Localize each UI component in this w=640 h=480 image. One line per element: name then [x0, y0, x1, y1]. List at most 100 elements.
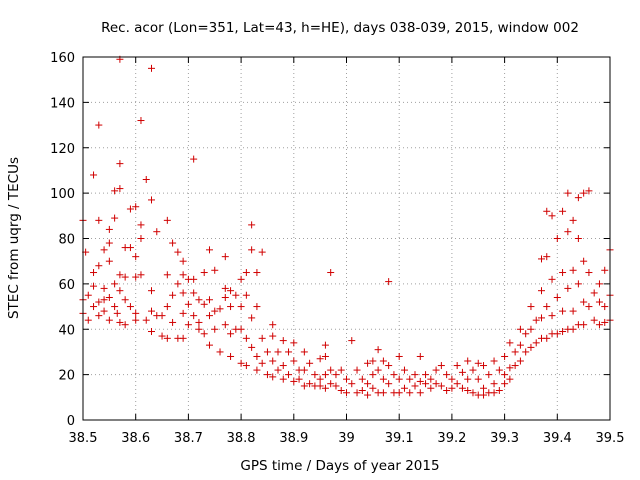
data-point	[364, 380, 372, 388]
data-point	[100, 296, 108, 304]
data-point	[537, 314, 545, 322]
data-point	[585, 269, 593, 277]
data-point	[279, 375, 287, 383]
data-point	[95, 121, 103, 129]
data-point	[242, 362, 250, 370]
data-point	[559, 207, 567, 215]
data-point	[205, 312, 213, 320]
data-point	[437, 362, 445, 370]
data-point	[142, 316, 150, 324]
data-point	[559, 307, 567, 315]
data-point	[306, 380, 314, 388]
data-point	[343, 375, 350, 383]
data-point	[495, 387, 503, 395]
data-point	[179, 309, 187, 317]
data-point	[327, 380, 335, 388]
data-point	[332, 371, 340, 379]
data-point	[190, 312, 198, 320]
data-point	[400, 366, 408, 374]
x-tick-label: 39	[338, 431, 355, 446]
data-point	[279, 337, 287, 345]
data-point	[232, 291, 240, 299]
y-tick-label: 140	[50, 96, 75, 111]
data-point	[221, 284, 229, 292]
data-point	[564, 189, 572, 197]
x-tick-label: 38.5	[69, 431, 98, 446]
data-point	[364, 391, 372, 399]
data-point	[395, 389, 403, 397]
data-point	[221, 321, 229, 329]
data-point	[564, 228, 572, 236]
data-point	[337, 366, 345, 374]
data-point	[248, 314, 256, 322]
data-point	[290, 377, 298, 385]
data-point	[537, 255, 545, 263]
data-point	[290, 339, 298, 347]
data-point	[227, 352, 235, 360]
data-point	[190, 289, 198, 297]
data-point	[537, 287, 545, 295]
data-point	[316, 382, 324, 390]
data-point	[411, 371, 419, 379]
data-point	[121, 273, 129, 281]
data-point	[300, 348, 308, 356]
grid	[83, 57, 610, 420]
data-point	[90, 282, 98, 290]
data-point	[422, 371, 430, 379]
data-point	[527, 325, 535, 333]
data-point	[574, 235, 582, 242]
data-point	[84, 316, 92, 324]
data-point	[416, 389, 424, 397]
data-point	[105, 316, 113, 324]
data-point	[464, 387, 472, 395]
data-point	[211, 266, 219, 274]
data-point	[422, 380, 430, 388]
data-point	[137, 117, 145, 125]
data-point	[300, 382, 308, 390]
data-point	[585, 187, 593, 195]
data-point	[142, 176, 150, 184]
data-point	[443, 371, 451, 379]
data-point	[321, 371, 329, 379]
data-point	[163, 334, 171, 342]
data-point	[416, 352, 424, 360]
data-point	[169, 318, 177, 326]
data-point	[184, 321, 192, 329]
data-point	[353, 389, 361, 397]
data-point	[453, 362, 461, 370]
data-point	[242, 269, 250, 277]
data-point	[453, 380, 461, 388]
data-point	[153, 228, 161, 236]
data-point	[253, 303, 261, 311]
data-point	[269, 373, 277, 381]
data-point	[574, 280, 582, 288]
data-point	[601, 266, 609, 274]
data-point	[490, 380, 498, 388]
data-point	[253, 366, 261, 374]
data-point	[163, 271, 171, 279]
x-tick-label: 38.9	[279, 431, 308, 446]
data-point	[148, 307, 156, 315]
data-point	[416, 377, 424, 385]
data-point	[105, 239, 113, 247]
data-point	[100, 246, 108, 254]
data-point	[279, 362, 287, 370]
data-point	[121, 321, 129, 329]
y-tick-label: 160	[50, 51, 75, 66]
data-point	[169, 239, 177, 247]
data-point	[343, 389, 350, 397]
data-point	[132, 309, 140, 317]
data-point	[205, 296, 213, 304]
data-point	[395, 352, 403, 360]
data-point	[285, 371, 293, 379]
data-point	[300, 366, 308, 374]
data-point	[390, 371, 398, 379]
data-point	[253, 352, 261, 360]
data-point	[132, 203, 140, 211]
data-point	[364, 359, 372, 367]
data-point	[480, 391, 488, 399]
data-point	[580, 189, 588, 197]
data-point	[113, 309, 121, 317]
data-point	[348, 337, 356, 345]
data-point	[126, 303, 134, 311]
